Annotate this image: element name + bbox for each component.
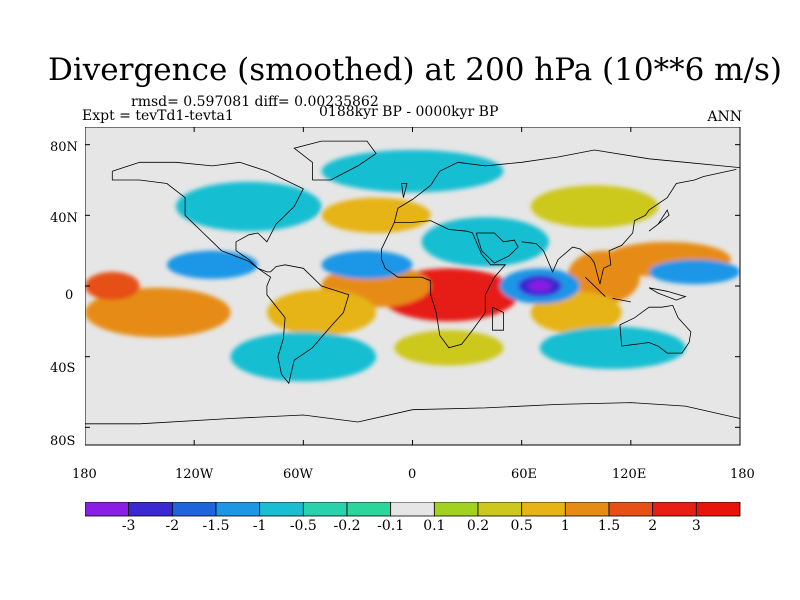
coastline (619, 304, 692, 354)
lon-tick-label: 180 (730, 467, 755, 482)
lon-tick-label: 0 (408, 467, 417, 482)
colorbar-box (128, 502, 173, 517)
coastline (648, 209, 670, 232)
divergence-region (528, 280, 551, 292)
divergence-region (266, 289, 377, 336)
coastline (393, 149, 740, 223)
divergence-field (85, 149, 740, 382)
lon-tick-label: 180 (72, 467, 97, 482)
colorbar-label: -0.5 (289, 518, 317, 534)
coastline (475, 232, 519, 264)
colorbar-label: -2 (165, 518, 180, 534)
colorbar-label: 0.1 (423, 518, 446, 534)
coastline (521, 169, 737, 285)
coastline (492, 306, 504, 331)
colorbar-label: 2 (648, 518, 658, 534)
colorbar-label: -3 (121, 518, 136, 534)
colorbar-box (390, 502, 435, 517)
period-label: 0188kyr BP - 0000kyr BP (319, 104, 499, 120)
divergence-region (166, 250, 258, 279)
lat-tick-label: 0 (65, 288, 74, 303)
divergence-region (321, 149, 504, 193)
coastline (401, 183, 408, 198)
colorbar-label: -1.5 (202, 518, 230, 534)
coastline (111, 161, 350, 385)
divergence-region (85, 287, 231, 338)
colorbar-box (521, 502, 566, 517)
lon-tick-label: 60E (511, 467, 538, 482)
divergence-region (175, 181, 322, 232)
colorbar-box (215, 502, 261, 517)
lat-tick-label: 40N (50, 211, 78, 226)
colorbar-box (302, 502, 348, 517)
colorbar (85, 502, 741, 517)
stats-text: rmsd= 0.597081 diff= 0.00235862 (131, 94, 379, 110)
lon-tick-label: 60W (283, 467, 313, 482)
colorbar-labels: -3 -2 -1.5 -1 -0.5 -0.2 -0.1 0.1 0.2 0.5 1 1.5 2 3 (0, 518, 800, 540)
lat-tick-label: 80N (50, 140, 78, 155)
coastline (381, 220, 507, 349)
divergence-region (230, 331, 377, 382)
divergence-region (85, 271, 140, 301)
divergence-region (539, 326, 686, 370)
divergence-region (321, 250, 413, 279)
coastlines (85, 140, 740, 425)
lon-tick-label: 120E (612, 467, 647, 482)
coastline (85, 402, 740, 425)
colorbar-box (695, 502, 741, 517)
lat-tick-label: 80S (50, 434, 76, 449)
colorbar-box (171, 502, 217, 517)
colorbar-box (564, 502, 610, 517)
coastline (585, 276, 606, 297)
colorbar-label: -1 (252, 518, 267, 534)
colorbar-box (346, 502, 392, 517)
colorbar-label: 1.5 (597, 518, 621, 534)
coastline (293, 140, 377, 181)
colorbar-label: 0.5 (510, 518, 533, 534)
divergence-region (649, 259, 740, 285)
colorbar-label: -0.1 (377, 518, 405, 534)
colorbar-label: 0.2 (466, 518, 490, 534)
colorbar-label: 3 (691, 518, 701, 534)
colorbar-box (477, 502, 523, 517)
divergence-region (421, 217, 549, 267)
map-title: Divergence (smoothed) at 200 hPa (10**6 … (48, 52, 782, 88)
divergence-region (530, 185, 659, 228)
experiment-label: Expt = tevTd1-tevta1 (82, 108, 234, 124)
divergence-map (85, 127, 741, 446)
season-label: ANN (707, 109, 742, 125)
lat-tick-label: 40S (50, 361, 76, 376)
colorbar-box (608, 502, 654, 517)
colorbar-label: 1 (560, 518, 570, 534)
divergence-region (321, 197, 431, 233)
coastline (648, 287, 687, 301)
colorbar-label: -0.2 (333, 518, 361, 534)
colorbar-box (652, 502, 697, 517)
coastline (612, 298, 631, 303)
colorbar-box (433, 502, 479, 517)
lon-tick-label: 120W (175, 467, 214, 482)
colorbar-box (259, 502, 304, 517)
colorbar-box (85, 502, 130, 517)
